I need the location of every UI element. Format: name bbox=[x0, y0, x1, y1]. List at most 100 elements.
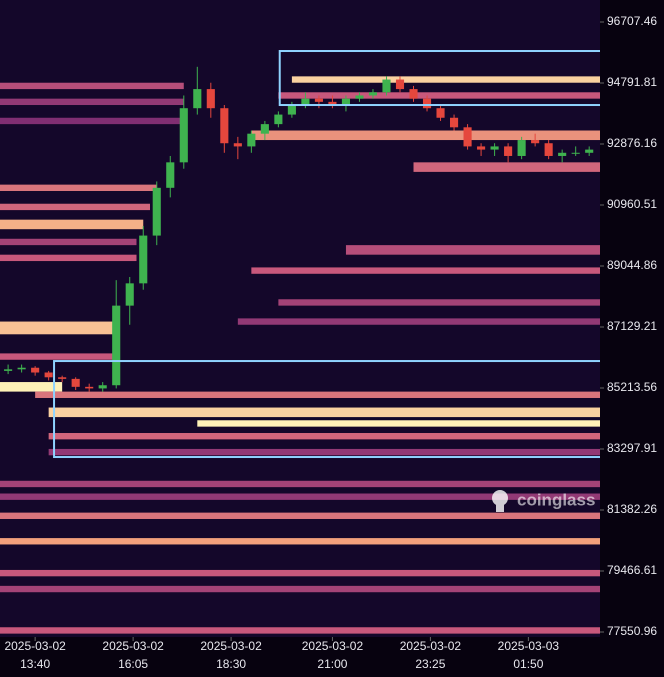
y-tick-label: 81382.26 bbox=[607, 502, 657, 516]
candle-body bbox=[571, 152, 580, 154]
candle-body bbox=[152, 187, 161, 236]
x-tick-label: 23:25 bbox=[415, 657, 445, 671]
heat-band bbox=[0, 569, 600, 577]
watermark-icon bbox=[492, 490, 508, 506]
y-tick-label: 85213.56 bbox=[607, 380, 657, 394]
heat-band bbox=[197, 420, 600, 427]
heat-band bbox=[0, 627, 600, 634]
candle-body bbox=[477, 146, 486, 150]
candle-body bbox=[504, 146, 513, 156]
heat-bands bbox=[0, 76, 601, 634]
y-tick-label: 89044.86 bbox=[607, 258, 657, 272]
candle-body bbox=[125, 283, 134, 306]
candle-body bbox=[58, 377, 67, 379]
candle-body bbox=[112, 305, 121, 386]
candle-body bbox=[341, 98, 350, 106]
heat-band bbox=[0, 585, 600, 593]
candle-body bbox=[31, 367, 40, 373]
candle-body bbox=[382, 79, 391, 93]
candle-body bbox=[463, 127, 472, 147]
candle-body bbox=[368, 92, 378, 96]
y-axis-panel bbox=[600, 0, 664, 637]
heat-band bbox=[0, 382, 63, 392]
heat-band bbox=[0, 353, 117, 360]
y-tick-label: 77550.96 bbox=[607, 624, 657, 638]
candle-body bbox=[287, 105, 296, 115]
heat-band bbox=[0, 254, 137, 262]
heat-band bbox=[0, 184, 157, 191]
watermark: coinglass bbox=[492, 490, 595, 512]
heat-band bbox=[0, 512, 600, 519]
heat-band bbox=[48, 433, 601, 440]
candle-body bbox=[233, 143, 242, 147]
candle-body bbox=[436, 108, 445, 118]
x-tick-label: 2025-03-02 bbox=[4, 639, 66, 653]
heat-band bbox=[413, 162, 600, 172]
y-tick-label: 92876.16 bbox=[607, 136, 657, 150]
heat-band bbox=[48, 448, 601, 456]
heat-band bbox=[0, 480, 600, 488]
x-tick-label: 16:05 bbox=[118, 657, 148, 671]
candle-body bbox=[85, 386, 94, 389]
candle-body bbox=[206, 89, 215, 109]
heat-band bbox=[35, 391, 601, 398]
candle-body bbox=[328, 101, 337, 106]
heat-band bbox=[0, 117, 184, 125]
watermark-text: coinglass bbox=[517, 490, 595, 509]
candle-body bbox=[4, 369, 13, 371]
candle-body bbox=[179, 108, 188, 163]
candle-body bbox=[71, 378, 80, 387]
candle-body bbox=[450, 117, 459, 128]
heat-band bbox=[48, 407, 601, 418]
candle-body bbox=[585, 149, 594, 153]
heat-band bbox=[0, 493, 600, 500]
candle-body bbox=[301, 98, 310, 106]
heat-band bbox=[0, 321, 117, 335]
candles bbox=[4, 66, 594, 392]
candle-body bbox=[544, 143, 553, 156]
candle-body bbox=[17, 367, 26, 370]
candle-body bbox=[558, 152, 567, 156]
y-tick-label: 96707.46 bbox=[607, 14, 657, 28]
candle-body bbox=[166, 162, 175, 188]
heat-band bbox=[0, 82, 184, 90]
candle-body bbox=[355, 95, 364, 99]
candle-body bbox=[422, 98, 432, 109]
x-tick-label: 2025-03-02 bbox=[102, 639, 164, 653]
x-tick-label: 2025-03-02 bbox=[302, 639, 364, 653]
x-axis-panel bbox=[0, 637, 664, 677]
candle-body bbox=[274, 114, 283, 125]
candle-body bbox=[395, 79, 405, 90]
heat-band bbox=[0, 219, 144, 230]
candle-body bbox=[260, 124, 269, 134]
candle-body bbox=[409, 89, 418, 99]
x-tick-label: 21:00 bbox=[317, 657, 347, 671]
candle-body bbox=[44, 372, 53, 378]
heat-band bbox=[0, 203, 150, 211]
y-tick-label: 94791.81 bbox=[607, 75, 657, 89]
heat-band bbox=[278, 92, 600, 99]
x-tick-label: 2025-03-03 bbox=[498, 639, 560, 653]
candle-body bbox=[247, 133, 256, 147]
y-tick-label: 83297.91 bbox=[607, 441, 657, 455]
heat-band bbox=[291, 76, 600, 83]
heat-band bbox=[0, 238, 137, 246]
y-tick-label: 79466.61 bbox=[607, 563, 657, 577]
candle-body bbox=[220, 108, 229, 144]
x-tick-label: 01:50 bbox=[513, 657, 543, 671]
candle-body bbox=[98, 385, 107, 389]
y-tick-label: 87129.21 bbox=[607, 319, 657, 333]
heat-band bbox=[0, 98, 184, 106]
heat-band bbox=[0, 538, 600, 545]
heat-band bbox=[237, 318, 601, 325]
heat-band bbox=[278, 299, 600, 306]
candle-body bbox=[490, 146, 499, 150]
candle-body bbox=[531, 140, 540, 144]
candle-body bbox=[139, 235, 148, 284]
heat-band bbox=[251, 130, 600, 141]
candle-body bbox=[314, 98, 323, 102]
candle-body bbox=[193, 89, 202, 109]
candle-body bbox=[517, 140, 526, 156]
